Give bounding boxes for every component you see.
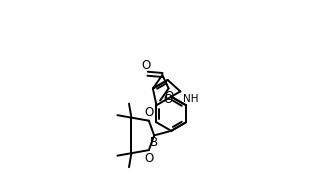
Text: B: B [150,136,158,149]
Text: O: O [164,93,173,106]
Text: O: O [145,106,154,119]
Text: O: O [164,90,174,103]
Text: O: O [142,59,151,72]
Text: O: O [145,152,154,165]
Text: NH: NH [183,94,198,104]
